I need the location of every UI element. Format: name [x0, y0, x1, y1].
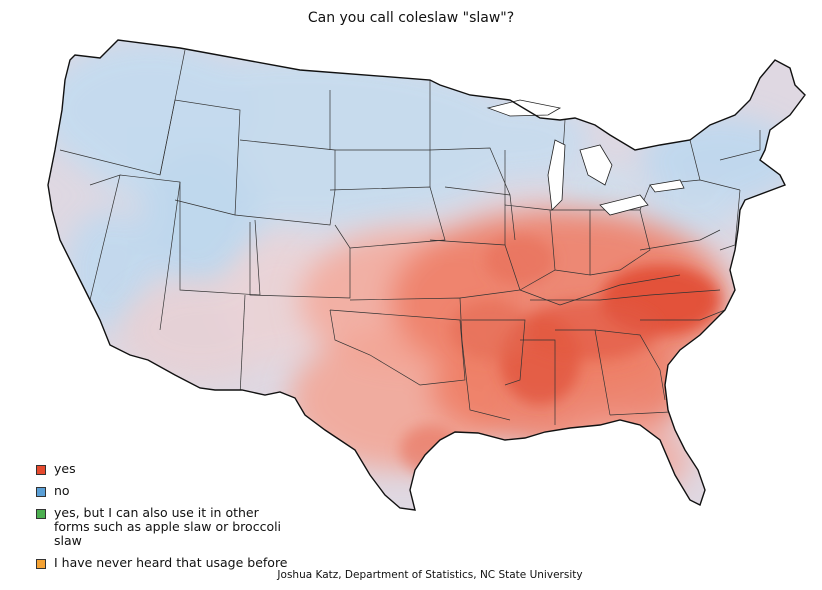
legend-item-no: no	[36, 484, 296, 498]
legend-item-yes-other-forms: yes, but I can also use it in other form…	[36, 506, 296, 548]
great-lakes	[486, 99, 685, 216]
legend-label: I have never heard that usage before	[54, 555, 288, 570]
heat-field	[48, 40, 800, 500]
legend-label: yes, but I can also use it in other form…	[54, 505, 282, 548]
legend-item-never-heard: I have never heard that usage before	[36, 556, 296, 570]
legend-item-yes: yes	[36, 462, 296, 476]
legend-label: no	[54, 483, 70, 498]
legend-swatch	[36, 559, 46, 569]
legend: yes no yes, but I can also use it in oth…	[36, 462, 296, 570]
credit-line: Joshua Katz, Department of Statistics, N…	[277, 569, 583, 581]
state-borders	[59, 49, 761, 425]
legend-label: yes	[54, 461, 76, 476]
legend-swatch	[36, 509, 46, 519]
legend-swatch	[36, 465, 46, 475]
legend-swatch	[36, 487, 46, 497]
map-title: Can you call coleslaw "slaw"?	[307, 10, 515, 26]
